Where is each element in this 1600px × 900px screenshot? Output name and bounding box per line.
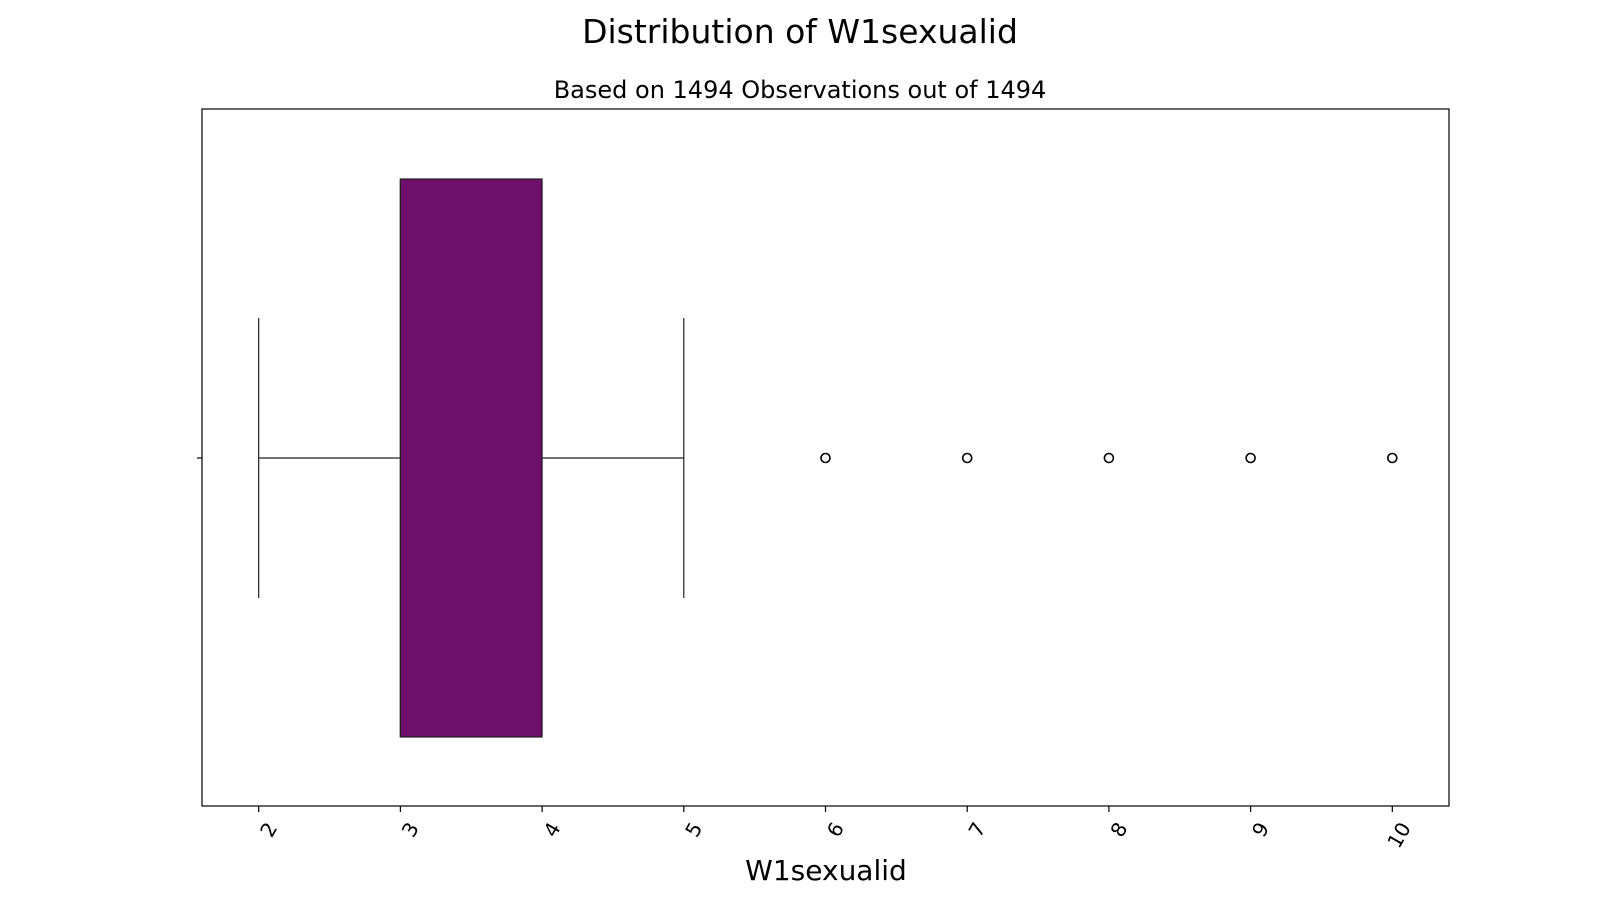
outlier-point bbox=[1387, 452, 1398, 464]
x-tick-label: 3 bbox=[397, 818, 424, 841]
x-tick-label: 8 bbox=[1105, 818, 1132, 841]
outlier-point bbox=[820, 452, 831, 464]
chart-subtitle: Based on 1494 Observations out of 1494 bbox=[553, 76, 1047, 104]
x-tick-label: 2 bbox=[255, 818, 282, 841]
plot-area bbox=[201, 108, 1450, 807]
outlier-point bbox=[1245, 452, 1256, 464]
chart-title: Distribution of W1sexualid bbox=[582, 12, 1018, 51]
outlier-point bbox=[961, 452, 973, 464]
x-tick-label: 9 bbox=[1247, 818, 1274, 841]
box-iqr bbox=[399, 178, 543, 738]
x-tick-label: 10 bbox=[1382, 818, 1416, 852]
x-axis-label: W1sexualid bbox=[745, 854, 907, 887]
x-axis: 2 3 4 5 6 7 8 9 10 bbox=[197, 457, 1416, 852]
outlier-point bbox=[1103, 452, 1115, 464]
x-tick-label: 5 bbox=[680, 818, 707, 841]
x-tick-label: 7 bbox=[964, 818, 991, 841]
x-tick-label: 4 bbox=[538, 818, 565, 841]
x-tick-label: 6 bbox=[822, 818, 849, 841]
